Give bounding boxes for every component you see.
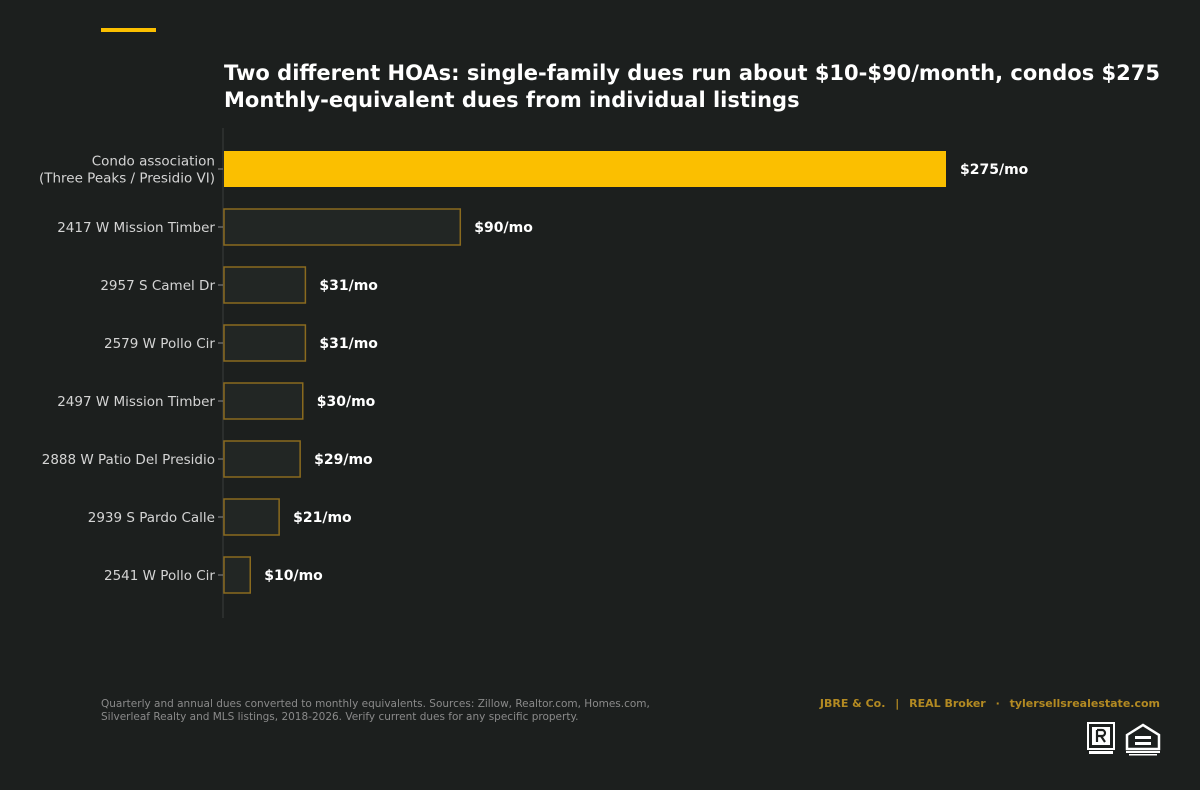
brand-separator: · bbox=[995, 697, 1000, 710]
data-label: $31/mo bbox=[319, 336, 378, 352]
bar bbox=[223, 266, 307, 304]
category-label: 2497 W Mission Timber bbox=[57, 394, 215, 410]
data-label: $31/mo bbox=[319, 278, 378, 294]
category-label: (Three Peaks / Presidio VI) bbox=[39, 171, 215, 187]
category-label: 2417 W Mission Timber bbox=[57, 220, 215, 236]
data-label: $10/mo bbox=[264, 568, 323, 584]
bar bbox=[223, 382, 304, 420]
category-label: Condo association bbox=[92, 154, 215, 170]
bar bbox=[224, 151, 946, 187]
logo-group bbox=[1087, 722, 1163, 756]
brand-separator: | bbox=[895, 697, 900, 710]
data-label: $90/mo bbox=[474, 220, 533, 236]
realtor-icon bbox=[1087, 722, 1115, 754]
data-label: $21/mo bbox=[293, 510, 352, 526]
chart-title: Two different HOAs: single-family dues r… bbox=[224, 61, 1160, 85]
footnote: Quarterly and annual dues converted to m… bbox=[101, 698, 701, 724]
equal-housing-icon bbox=[1125, 723, 1161, 756]
data-label: $275/mo bbox=[960, 162, 1029, 178]
brand-website: tylersellsrealestate.com bbox=[1009, 697, 1160, 710]
chart-subtitle: Monthly-equivalent dues from individual … bbox=[224, 88, 800, 112]
brand-name: JBRE & Co. bbox=[819, 697, 886, 710]
data-label: $29/mo bbox=[314, 452, 373, 468]
bar bbox=[223, 208, 462, 246]
bar bbox=[223, 440, 301, 478]
accent-bar bbox=[101, 28, 156, 32]
bar bbox=[223, 498, 280, 536]
category-label: 2579 W Pollo Cir bbox=[104, 336, 215, 352]
category-label: 2541 W Pollo Cir bbox=[104, 568, 215, 584]
bar bbox=[223, 324, 307, 362]
footnote-line-2: Silverleaf Realty and MLS listings, 2018… bbox=[101, 711, 579, 723]
category-label: 2888 W Patio Del Presidio bbox=[42, 452, 215, 468]
brand-broker: REAL Broker bbox=[909, 697, 986, 710]
bar-chart: $275/mo Condo association(Three Peaks / P… bbox=[39, 128, 1029, 618]
category-label: 2939 S Pardo Calle bbox=[88, 510, 215, 526]
brand-line: JBRE & Co. | REAL Broker · tylersellsrea… bbox=[820, 697, 1160, 710]
bar bbox=[223, 556, 252, 594]
footnote-line-1: Quarterly and annual dues converted to m… bbox=[101, 698, 650, 710]
category-label: 2957 S Camel Dr bbox=[100, 278, 215, 294]
data-label: $30/mo bbox=[317, 394, 376, 410]
chart-title-block: Two different HOAs: single-family dues r… bbox=[224, 60, 1160, 114]
